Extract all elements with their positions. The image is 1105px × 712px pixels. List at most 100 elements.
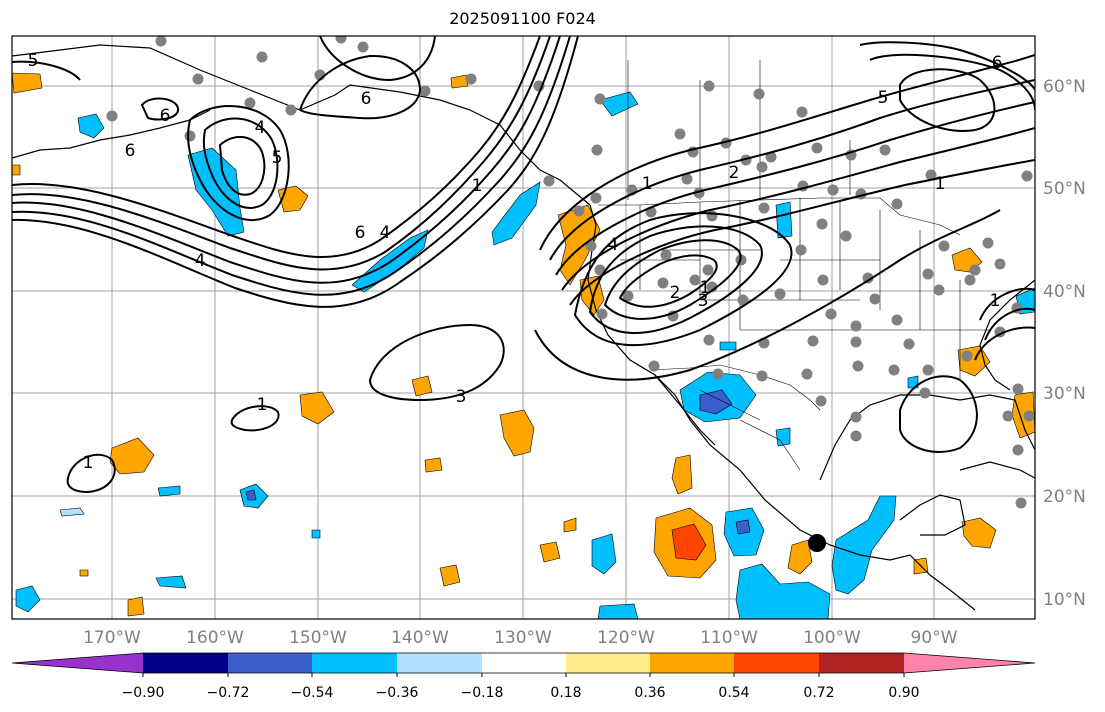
latitude-label: 50°N [1043, 179, 1086, 199]
contour-line [573, 212, 793, 347]
negative-anomaly-area [907, 375, 919, 389]
negative-anomaly-area [699, 389, 733, 415]
colorbar-segment [734, 653, 819, 673]
positive-anomaly-area [439, 564, 461, 587]
canada-province-borders [627, 60, 851, 200]
station-dot [756, 370, 768, 382]
positive-anomaly-area [961, 517, 997, 549]
negative-anomaly-area [775, 427, 791, 447]
latitude-labels: 60°N 50°N 40°N 30°N 20°N 10°N [1043, 77, 1086, 610]
contour-label: 1 [257, 395, 268, 415]
contour-label: 4 [608, 235, 619, 255]
positive-anomaly-area [299, 391, 335, 425]
colorbar-segment [904, 653, 1035, 673]
station-dot [811, 142, 823, 154]
positive-anomaly-area [671, 523, 707, 561]
station-dot [765, 151, 777, 163]
contour-line [12, 36, 541, 258]
station-dot [869, 293, 881, 305]
gridlines [12, 36, 1035, 619]
colorbar-tick-label: 0.90 [888, 685, 919, 701]
contour-line [603, 239, 742, 320]
longitude-label: 160°W [186, 628, 244, 648]
negative-anomaly-area [245, 489, 257, 501]
station-dot [1012, 383, 1024, 395]
contour-label: 6 [125, 141, 136, 161]
station-dot [964, 274, 976, 286]
station-dot [1023, 410, 1035, 422]
positive-anomaly-area [499, 409, 535, 457]
station-dot [256, 51, 268, 63]
station-dot [573, 205, 585, 217]
colorbar-tick-label: −0.36 [376, 685, 419, 701]
contour-label: 1 [990, 291, 1001, 311]
station-dot [888, 364, 900, 376]
contour-line [588, 225, 763, 334]
longitude-label: 140°W [391, 628, 449, 648]
mexico-state-borders [699, 389, 801, 471]
station-dot [827, 184, 839, 196]
station-dot [994, 258, 1006, 270]
negative-anomaly-area [15, 585, 41, 613]
contour-line [187, 105, 290, 221]
station-dot [543, 175, 555, 187]
station-dot [879, 144, 891, 156]
station-dot [702, 264, 714, 276]
negative-anomaly-area [775, 201, 793, 239]
station-dot [903, 338, 915, 350]
negative-anomaly-area [311, 529, 321, 539]
longitude-label: 150°W [289, 628, 347, 648]
colorbar-segment [12, 653, 143, 673]
station-dot [1002, 410, 1014, 422]
contour-label: 5 [272, 148, 283, 168]
station-dot [660, 249, 672, 261]
station-dot [1021, 170, 1033, 182]
station-dot [933, 284, 945, 296]
station-dot [737, 294, 749, 306]
contour-line [859, 41, 1035, 111]
map-title: 2025091100 F024 [449, 9, 596, 28]
negative-anomaly-area [831, 495, 897, 595]
station-dot [862, 272, 874, 284]
station-dot [774, 288, 786, 300]
station-dot [1015, 497, 1027, 509]
negative-anomaly-area [719, 341, 737, 351]
colorbar: −0.90 −0.72 −0.54 −0.36 −0.18 0.18 0.36 0.54 0.7… [11, 652, 1036, 701]
contour-line [12, 36, 579, 308]
longitude-label: 110°W [700, 628, 758, 648]
longitude-labels: 170°W 160°W 150°W 140°W 130°W 120°W 110°W 100°W… [83, 628, 958, 648]
contour-label: 6 [992, 53, 1003, 73]
station-dot [674, 128, 686, 140]
station-dot [591, 144, 603, 156]
station-dot [801, 368, 813, 380]
contour-line [218, 136, 266, 196]
colorbar-tick-label: 0.72 [803, 685, 834, 701]
negative-anomaly-area [735, 563, 831, 619]
colorbar-segment [819, 653, 904, 673]
contour-line [230, 405, 280, 432]
contour-line [561, 127, 1035, 291]
contour-label: 6 [355, 223, 366, 243]
contour-line [549, 79, 1035, 261]
station-dot [816, 218, 828, 230]
station-dot [891, 198, 903, 210]
station-dot [594, 93, 606, 105]
contour-line [899, 375, 978, 453]
station-dot [657, 277, 669, 289]
contour-line [555, 101, 1035, 276]
contour-line [899, 68, 996, 132]
station-dot [982, 237, 994, 249]
station-markers [106, 36, 1035, 509]
contour-line [569, 159, 1035, 306]
contour-label: 4 [380, 223, 391, 243]
station-dot [919, 387, 931, 399]
colorbar-segment [397, 653, 482, 673]
station-dot [465, 73, 477, 85]
contour-line [368, 323, 505, 402]
positive-anomaly-area [424, 457, 443, 473]
station-dot [590, 192, 602, 204]
positive-anomaly-area [671, 454, 693, 495]
station-dot [891, 314, 903, 326]
station-dot [285, 104, 297, 116]
